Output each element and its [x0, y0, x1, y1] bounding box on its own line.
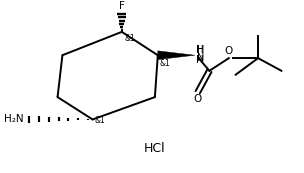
Text: H₂N: H₂N: [4, 115, 23, 124]
Text: &1: &1: [160, 59, 171, 68]
Text: O: O: [225, 46, 233, 56]
Polygon shape: [158, 51, 195, 60]
Text: HCl: HCl: [144, 142, 166, 155]
Text: &1: &1: [95, 116, 105, 125]
Text: O: O: [194, 94, 202, 104]
Text: N: N: [197, 53, 204, 63]
Text: H: H: [197, 45, 204, 55]
Text: &1: &1: [125, 34, 136, 43]
Text: H
N: H N: [196, 45, 203, 65]
Text: F: F: [119, 1, 125, 11]
